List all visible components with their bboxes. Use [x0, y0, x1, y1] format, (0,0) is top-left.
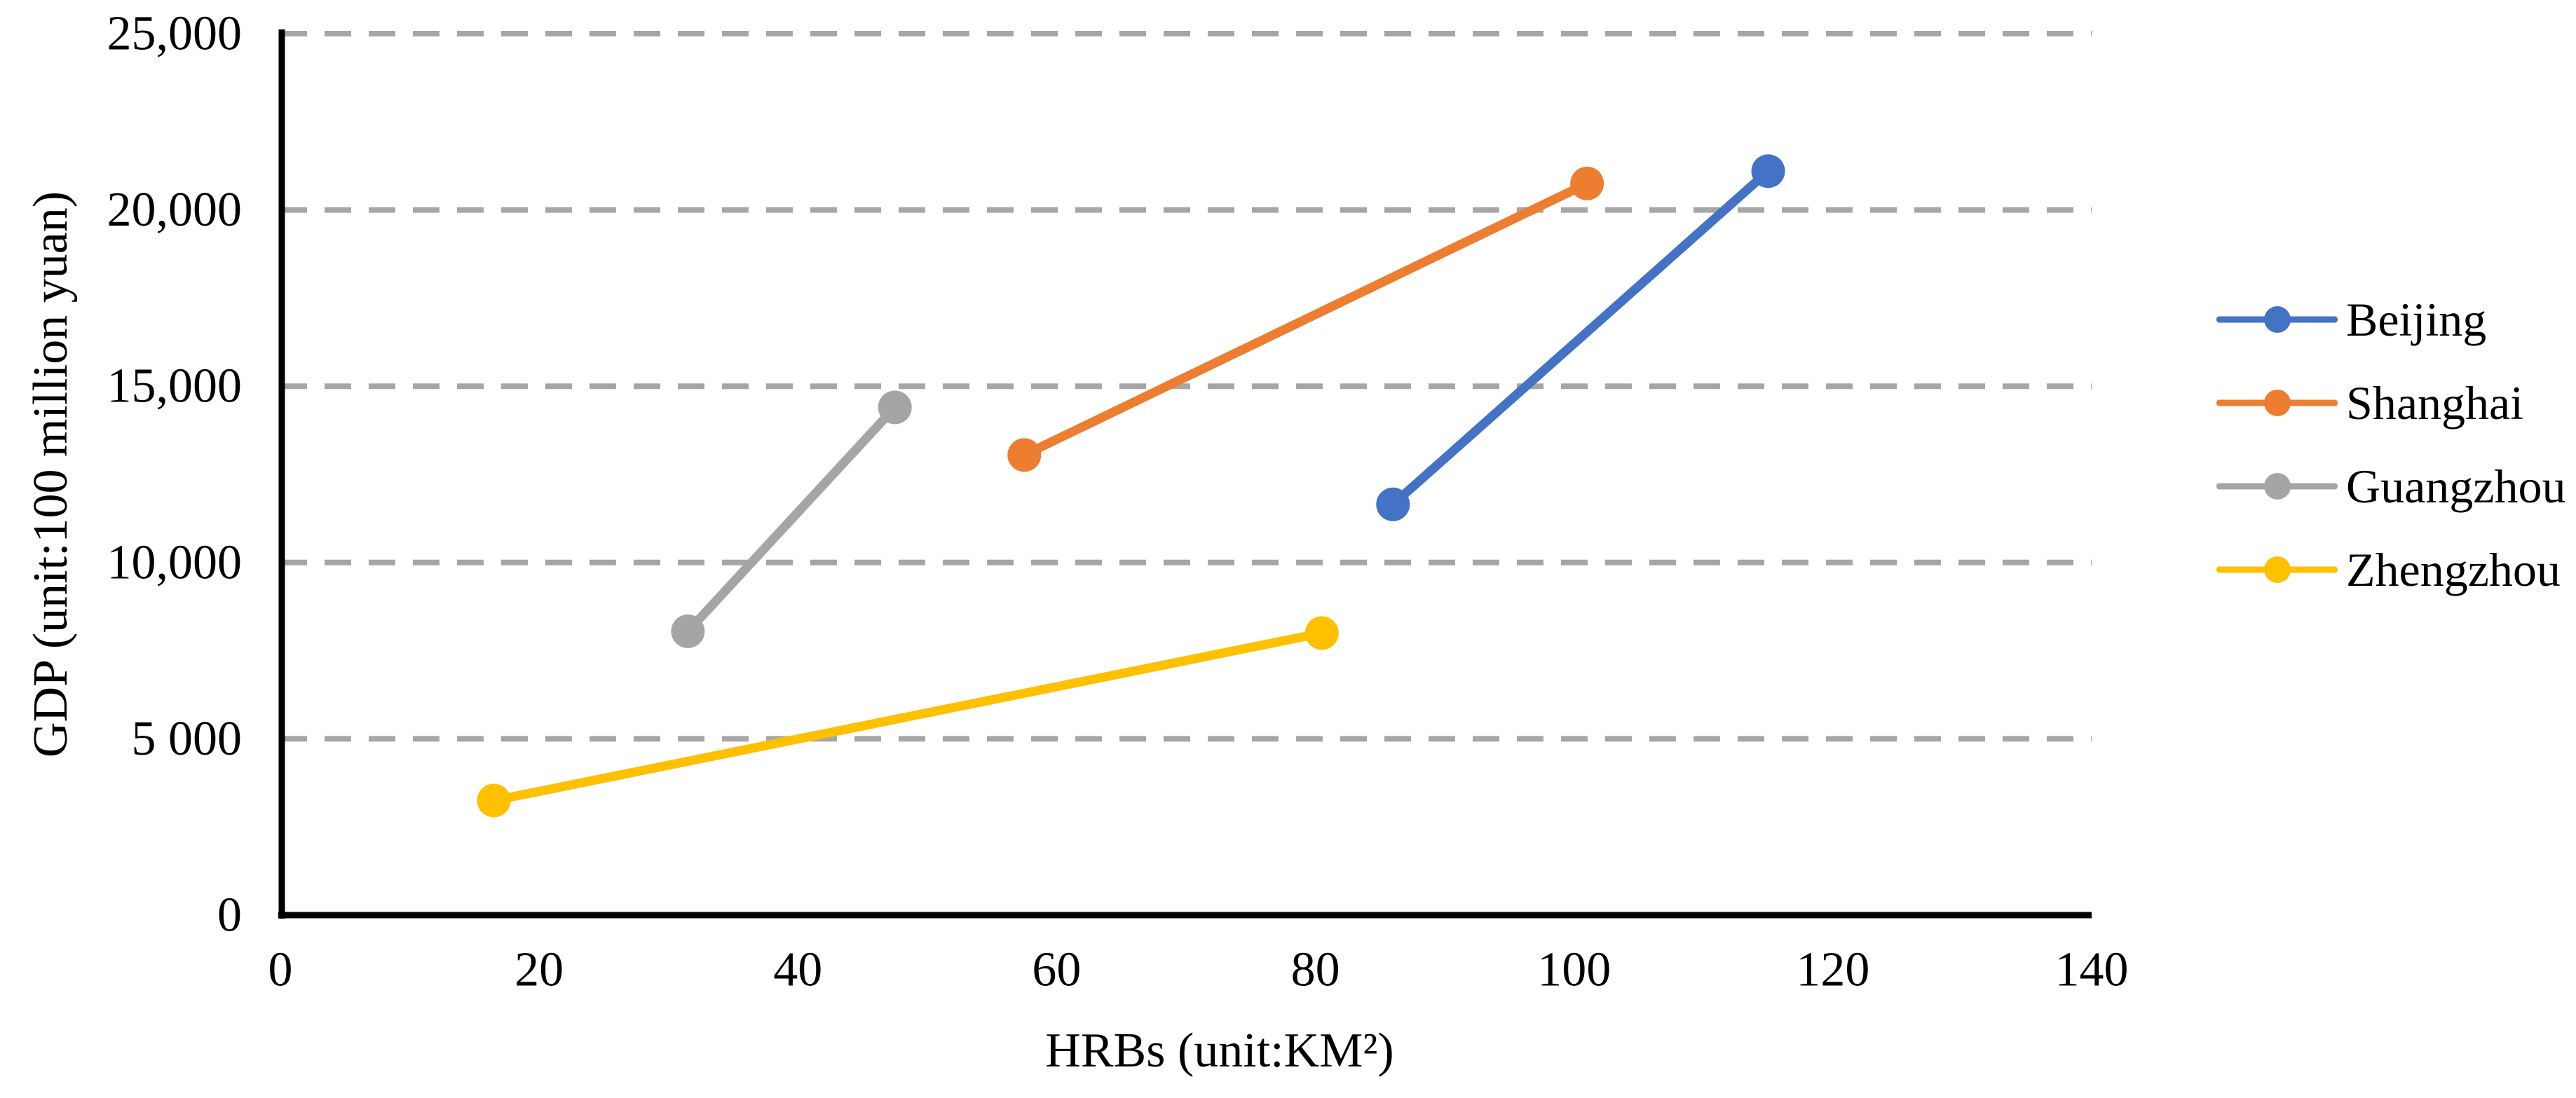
legend: Beijing Shanghai Guangzhou Zhengzhou	[2216, 291, 2565, 598]
y-tick-label: 15,000	[107, 359, 243, 413]
legend-label: Beijing	[2346, 292, 2487, 346]
series-line-zhengzhou	[489, 628, 1327, 805]
y-tick-label: 10,000	[107, 535, 243, 589]
x-tick-label: 60	[1032, 943, 1081, 997]
legend-label: Guangzhou	[2346, 459, 2566, 513]
legend-item-guangzhou: Guangzhou	[2216, 458, 2565, 514]
x-tick-label: 80	[1291, 943, 1340, 997]
x-tick-label: 0	[268, 943, 293, 997]
data-point-guangzhou-1	[878, 390, 912, 425]
x-tick-label: 100	[1537, 943, 1611, 997]
y-axis-title: GDP (unit:100 million yuan)	[24, 191, 78, 757]
data-point-shanghai-1	[1570, 166, 1604, 200]
legend-item-beijing: Beijing	[2216, 291, 2565, 348]
legend-item-zhengzhou: Zhengzhou	[2216, 542, 2565, 598]
data-point-beijing-0	[1376, 487, 1410, 521]
y-tick-label: 20,000	[107, 183, 243, 237]
data-point-beijing-1	[1751, 154, 1785, 188]
x-axis-title: HRBs (unit:KM²)	[1045, 1024, 1393, 1078]
legend-item-shanghai: Shanghai	[2216, 375, 2565, 431]
series-line-shanghai	[1019, 179, 1592, 460]
legend-label: Shanghai	[2346, 376, 2524, 430]
legend-marker-icon	[2216, 469, 2338, 503]
x-tick-label: 40	[773, 943, 822, 997]
series-line-guangzhou	[683, 402, 900, 636]
y-tick-label: 0	[217, 888, 242, 942]
legend-marker-icon	[2216, 553, 2338, 586]
x-tick-label: 120	[1796, 943, 1869, 997]
x-tick-label: 140	[2055, 943, 2129, 997]
legend-label: Zhengzhou	[2346, 542, 2561, 596]
y-tick-label: 25,000	[107, 7, 243, 61]
data-point-zhengzhou-1	[1304, 616, 1339, 650]
legend-marker-icon	[2216, 386, 2338, 420]
legend-marker-icon	[2216, 303, 2338, 336]
data-point-guangzhou-0	[671, 614, 705, 648]
y-tick-label: 5 000	[132, 712, 243, 766]
x-tick-label: 20	[514, 943, 564, 997]
data-point-shanghai-0	[1007, 438, 1042, 472]
data-point-zhengzhou-0	[477, 783, 511, 818]
series-line-beijing	[1388, 166, 1773, 509]
